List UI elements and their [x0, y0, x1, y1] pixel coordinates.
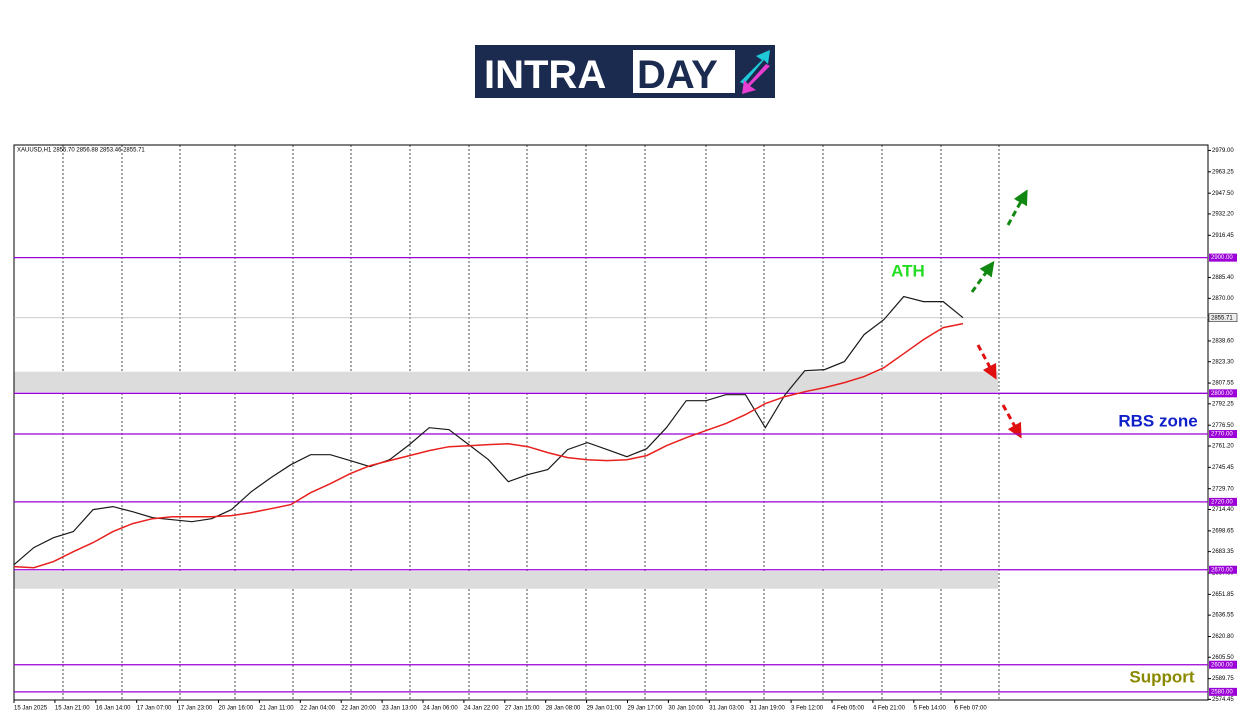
x-tick-label: 4 Feb 05:00 — [832, 706, 865, 712]
x-tick-label: 16 Jan 14:00 — [96, 706, 131, 712]
y-tick-label: 2963.25 — [1212, 169, 1234, 175]
y-tick-label: 2792.25 — [1212, 401, 1234, 407]
y-tick-label: 2885.40 — [1212, 275, 1234, 281]
y-tick-label: 2605.50 — [1212, 655, 1234, 661]
level-label: 2900.00 — [1211, 255, 1233, 261]
x-tick-label: 24 Jan 06:00 — [423, 706, 458, 712]
x-tick-label: 17 Jan 23:00 — [178, 706, 213, 712]
y-tick-label: 2683.35 — [1212, 549, 1234, 555]
x-tick-label: 20 Jan 16:00 — [219, 706, 254, 712]
last-price-label: 2855.71 — [1211, 315, 1233, 321]
level-label: 2770.00 — [1211, 432, 1233, 438]
logo-left: INTRA — [484, 53, 606, 97]
arrow — [970, 260, 995, 293]
y-tick-label: 2761.20 — [1212, 444, 1234, 450]
arrow — [976, 344, 997, 380]
x-tick-label: 30 Jan 10:00 — [668, 706, 703, 712]
y-tick-label: 2916.45 — [1212, 233, 1234, 239]
y-tick-label: 2870.00 — [1212, 296, 1234, 302]
level-label-bg — [1209, 660, 1237, 669]
plot-frame — [13, 144, 1209, 701]
y-tick-label: 2698.65 — [1212, 528, 1234, 534]
logo: INTRA DAY — [475, 45, 775, 98]
x-tick-label: 15 Jan 2025 — [14, 706, 48, 712]
level-label-bg — [1209, 253, 1237, 262]
y-tick-label: 2589.75 — [1212, 676, 1234, 682]
y-tick-label: 2651.85 — [1212, 592, 1234, 598]
x-tick-label: 6 Feb 07:00 — [955, 706, 988, 712]
x-tick-label: 15 Jan 21:00 — [55, 706, 90, 712]
x-tick-label: 5 Feb 14:00 — [914, 706, 947, 712]
last-price-bg — [1208, 313, 1238, 322]
y-tick-label: 2574.45 — [1212, 697, 1234, 703]
y-tick-label: 2620.80 — [1212, 634, 1234, 640]
x-tick-label: 28 Jan 08:00 — [546, 706, 581, 712]
y-tick-label: 2838.60 — [1212, 339, 1234, 345]
annotation: Support — [1129, 667, 1194, 686]
moving-average — [13, 322, 964, 569]
logo-box — [633, 50, 735, 93]
level-label: 2580.00 — [1211, 689, 1233, 695]
y-tick-label: 2932.20 — [1212, 212, 1234, 218]
annotation: RBS zone — [1118, 411, 1197, 430]
zone — [14, 371, 998, 392]
level-label: 2670.00 — [1211, 567, 1233, 573]
x-tick-label: 31 Jan 03:00 — [709, 706, 744, 712]
x-tick-label: 17 Jan 07:00 — [137, 706, 172, 712]
y-tick-label: 2776.50 — [1212, 423, 1234, 429]
chart-info: XAUUSD,H1 2855.70 2856.88 2853.46 2855.7… — [17, 148, 145, 154]
price-line — [13, 295, 964, 566]
y-tick-label: 2714.40 — [1212, 507, 1234, 513]
y-tick-label: 2979.00 — [1212, 148, 1234, 154]
arrow — [1006, 189, 1028, 226]
x-tick-label: 22 Jan 04:00 — [300, 706, 335, 712]
x-tick-label: 4 Feb 21:00 — [873, 706, 906, 712]
y-tick-label: 2947.50 — [1212, 191, 1234, 197]
x-tick-label: 3 Feb 12:00 — [791, 706, 824, 712]
level-label: 2800.00 — [1211, 391, 1233, 397]
level-label-bg — [1209, 565, 1237, 574]
y-tick-label: 2745.45 — [1212, 465, 1234, 471]
level-label-bg — [1209, 430, 1237, 439]
level-label-bg — [1209, 389, 1237, 398]
y-tick-label: 2729.70 — [1212, 486, 1234, 492]
x-tick-label: 21 Jan 11:00 — [259, 706, 294, 712]
x-tick-label: 22 Jan 20:00 — [341, 706, 376, 712]
x-tick-label: 29 Jan 17:00 — [628, 706, 663, 712]
x-tick-label: 29 Jan 01:00 — [587, 706, 622, 712]
logo-arrow-down — [742, 64, 770, 94]
y-tick-label: 2807.55 — [1212, 381, 1234, 387]
zone — [14, 571, 998, 589]
y-tick-label: 2636.55 — [1212, 613, 1234, 619]
level-label-bg — [1209, 687, 1237, 696]
level-label: 2720.00 — [1211, 499, 1233, 505]
level-label-bg — [1209, 497, 1237, 506]
level-label: 2600.00 — [1211, 662, 1233, 668]
y-tick-label: 2823.30 — [1212, 359, 1234, 365]
x-tick-label: 23 Jan 13:00 — [382, 706, 417, 712]
arrow — [1001, 404, 1022, 439]
annotation: ATH — [891, 261, 925, 280]
x-tick-label: 27 Jan 15:00 — [505, 706, 540, 712]
x-tick-label: 24 Jan 22:00 — [464, 706, 499, 712]
logo-arrow-up — [740, 50, 770, 84]
x-tick-label: 31 Jan 19:00 — [750, 706, 785, 712]
logo-right: DAY — [637, 53, 718, 97]
